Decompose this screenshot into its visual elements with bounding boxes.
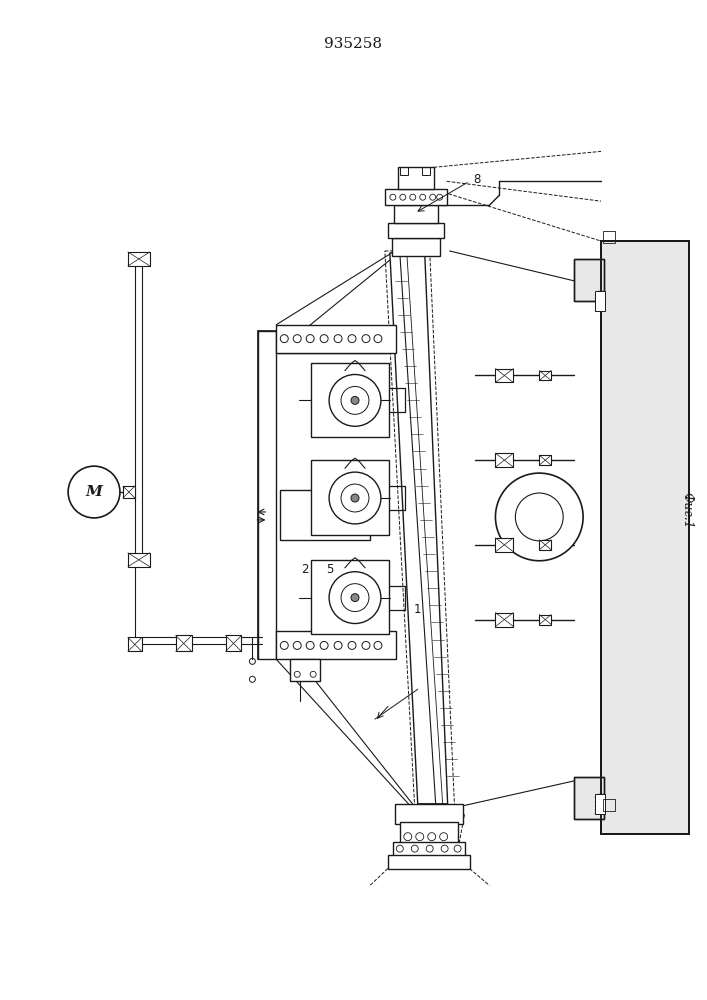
Circle shape [351, 594, 359, 602]
Bar [539, 540, 551, 550]
Bar [258, 331, 276, 659]
Bar [394, 205, 438, 223]
Bar [595, 291, 605, 311]
Bar [400, 167, 408, 175]
Bar [388, 223, 444, 238]
Bar [539, 615, 551, 625]
Bar [311, 560, 389, 634]
Bar [601, 241, 689, 834]
Text: M: M [86, 485, 103, 499]
Bar [601, 241, 689, 834]
Text: 935258: 935258 [324, 37, 382, 51]
Text: Фиг.1: Фиг.1 [680, 492, 693, 528]
Bar [574, 259, 604, 301]
Circle shape [329, 374, 381, 426]
Circle shape [496, 473, 583, 561]
Bar [128, 553, 150, 567]
Bar [496, 453, 513, 467]
Bar [574, 777, 604, 819]
Bar [280, 490, 370, 540]
Bar [176, 635, 192, 651]
Bar [496, 613, 513, 627]
Bar [385, 189, 447, 205]
Text: 2: 2 [301, 563, 309, 576]
Bar [603, 231, 615, 243]
Bar [603, 799, 615, 811]
Circle shape [351, 494, 359, 502]
Bar [398, 167, 433, 189]
Bar [496, 369, 513, 382]
Circle shape [329, 472, 381, 524]
Bar [539, 371, 551, 380]
Bar [276, 631, 396, 659]
Bar [276, 325, 396, 353]
Circle shape [68, 466, 120, 518]
Bar [393, 842, 464, 856]
Bar [226, 635, 242, 651]
Bar [128, 252, 150, 266]
Bar [574, 777, 604, 819]
Text: 8: 8 [474, 173, 481, 186]
Bar [128, 637, 142, 651]
Bar [311, 460, 389, 535]
Bar [539, 455, 551, 465]
Bar [311, 363, 389, 437]
Text: 1: 1 [414, 603, 421, 616]
Text: 5: 5 [327, 563, 334, 576]
Bar [123, 486, 135, 498]
Bar [595, 794, 605, 814]
Bar [496, 538, 513, 552]
Circle shape [329, 572, 381, 624]
Bar [291, 659, 320, 681]
Circle shape [351, 396, 359, 404]
Bar [574, 259, 604, 301]
Bar [392, 238, 440, 256]
Bar [388, 855, 469, 869]
Bar [422, 167, 430, 175]
Bar [400, 822, 457, 844]
Polygon shape [390, 253, 448, 804]
Bar [395, 804, 462, 824]
